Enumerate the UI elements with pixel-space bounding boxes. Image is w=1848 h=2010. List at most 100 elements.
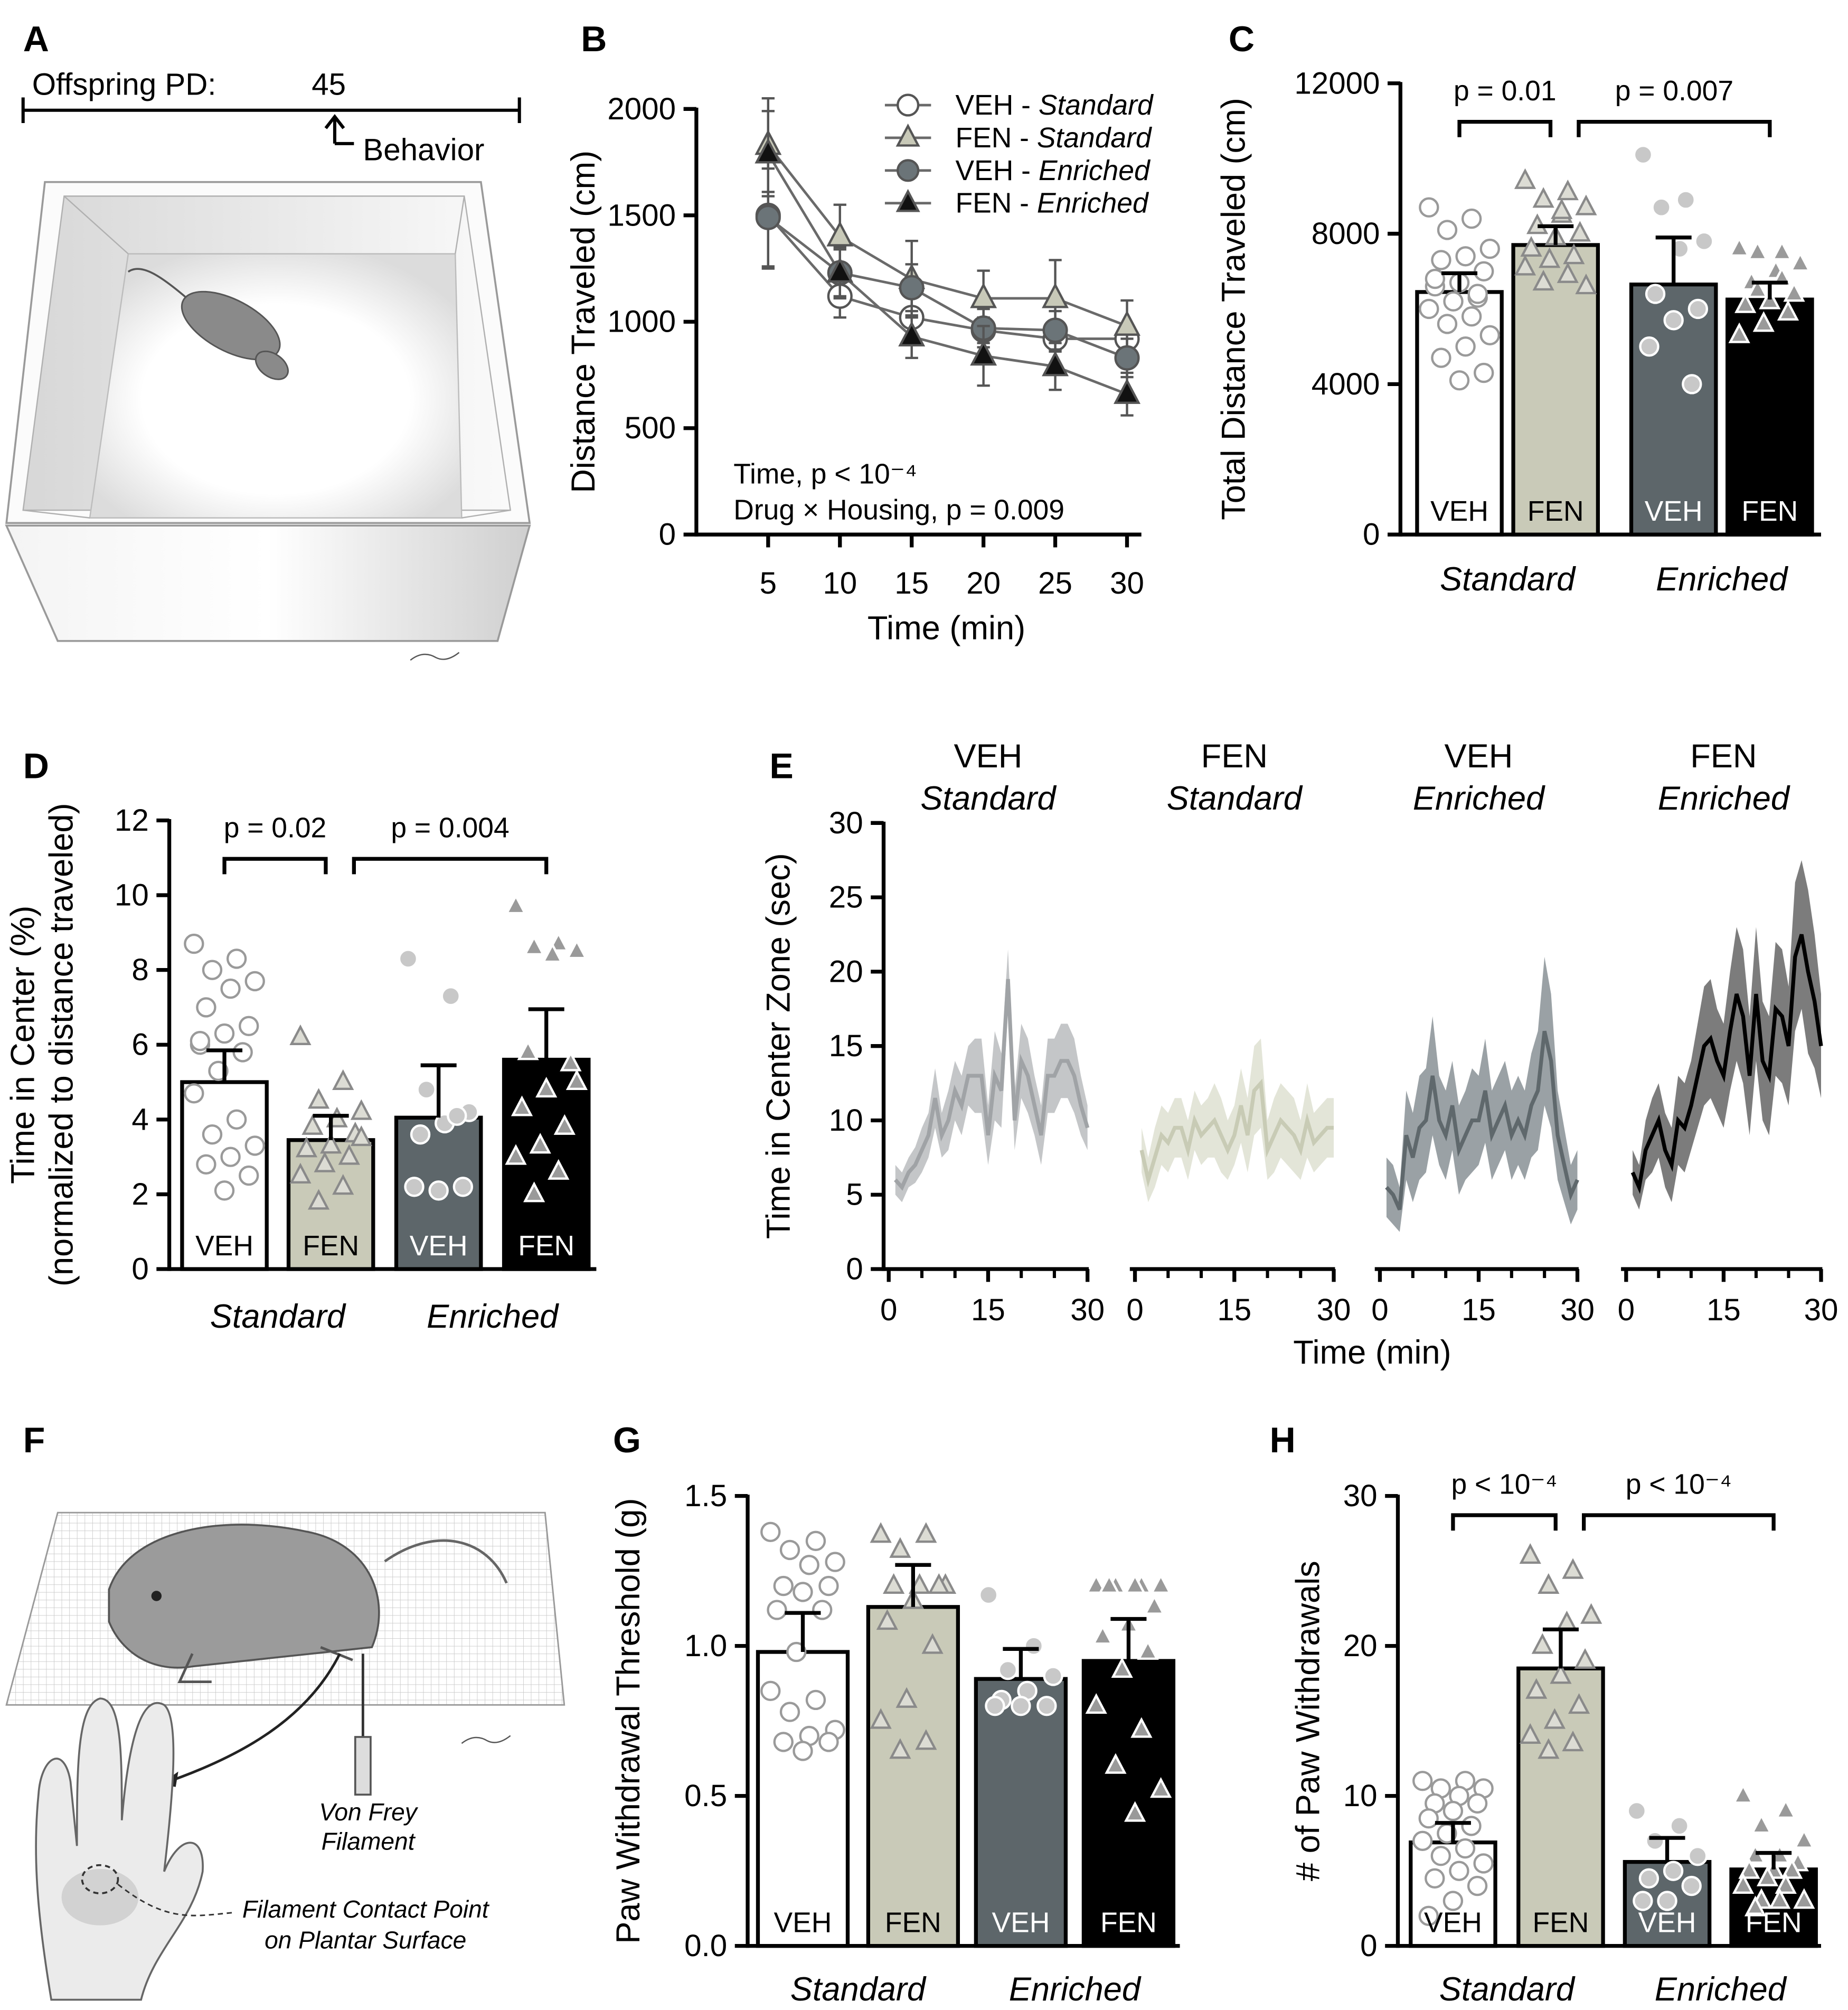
data-point — [876, 1609, 899, 1630]
data-point — [921, 1633, 944, 1654]
y-tick-label: 10 — [115, 878, 149, 913]
bar — [286, 1138, 375, 1271]
data-point — [1669, 1816, 1690, 1836]
bar-label: VEH — [410, 1231, 468, 1262]
panel-title: VEH — [1445, 738, 1513, 775]
x-tick-label: 15 — [1462, 1293, 1496, 1327]
data-point — [202, 960, 223, 980]
data-point — [899, 275, 925, 300]
data-point — [870, 1522, 892, 1543]
data-point — [523, 1181, 545, 1203]
panel-subtitle: Standard — [1167, 780, 1303, 817]
significance-bracket — [1582, 1513, 1776, 1531]
data-point — [760, 1521, 781, 1542]
y-tick-label: 2000 — [607, 92, 676, 126]
data-point — [1098, 1573, 1120, 1594]
error-bar — [785, 1611, 821, 1652]
bar-label: VEH — [992, 1907, 1050, 1938]
data-point — [985, 1696, 1005, 1716]
data-point — [1663, 1861, 1684, 1881]
data-point — [1747, 239, 1769, 261]
data-point — [220, 978, 241, 999]
data-point — [825, 1552, 845, 1572]
panel-letter: F — [23, 1420, 45, 1460]
data-point — [1461, 1816, 1482, 1836]
data-point — [1525, 1678, 1548, 1699]
data-point — [1771, 239, 1793, 261]
data-point — [511, 1095, 533, 1116]
data-point — [350, 1125, 372, 1147]
x-axis-label: Time (min) — [1293, 1334, 1451, 1371]
data-point — [1520, 236, 1542, 257]
data-point — [1728, 236, 1750, 257]
data-point — [1769, 1888, 1791, 1909]
significance-label: p = 0.02 — [224, 813, 327, 844]
data-point — [1149, 1777, 1172, 1798]
bar-label: VEH — [1424, 1907, 1482, 1938]
group-label: Enriched — [1655, 1971, 1787, 2008]
data-point — [826, 221, 854, 247]
data-point — [978, 1584, 999, 1605]
data-point — [1750, 1813, 1772, 1834]
data-point — [1479, 325, 1500, 345]
bar-label: VEH — [195, 1231, 253, 1262]
data-point — [1682, 374, 1702, 395]
error-band — [1386, 956, 1578, 1232]
data-point — [799, 1555, 819, 1575]
panel-title: VEH — [954, 738, 1023, 775]
data-point — [1042, 317, 1068, 343]
data-point — [1557, 180, 1579, 201]
data-point — [889, 1537, 911, 1558]
panel-subtitle: Standard — [920, 780, 1057, 817]
data-point — [239, 1165, 259, 1186]
x-tick-label: 30 — [1804, 1293, 1838, 1327]
y-tick-label: 0 — [846, 1252, 863, 1286]
data-point — [214, 1023, 235, 1044]
bar-label: VEH — [1638, 1907, 1696, 1938]
significance-bracket — [1457, 119, 1553, 137]
data-point — [1651, 197, 1672, 218]
data-point — [898, 321, 926, 347]
x-axis-label: Time (min) — [868, 609, 1025, 646]
panel-letter: E — [769, 746, 793, 786]
group-label: Enriched — [1656, 561, 1788, 598]
data-point — [793, 1582, 813, 1602]
error-bar — [1655, 236, 1692, 285]
data-point — [773, 1575, 794, 1596]
callout-arrow — [159, 1653, 341, 1786]
y-tick-label: 500 — [625, 411, 676, 445]
y-axis-label: Total Distance Traveled (cm) — [1215, 98, 1252, 520]
y-tick-label: 4 — [131, 1102, 148, 1137]
data-point — [1111, 1657, 1133, 1678]
data-point — [1645, 1830, 1665, 1852]
data-point — [447, 1105, 467, 1126]
error-bar — [528, 1007, 564, 1060]
paw — [35, 1697, 204, 2001]
data-point — [1437, 314, 1458, 334]
data-point — [184, 933, 204, 954]
data-point — [889, 1738, 911, 1759]
panel-title: FEN — [1690, 738, 1757, 775]
paw-pad — [61, 1868, 139, 1926]
data-point — [398, 948, 419, 969]
data-point — [1752, 311, 1775, 332]
data-point — [767, 1600, 787, 1620]
data-point — [289, 1024, 312, 1046]
data-point — [1455, 336, 1476, 357]
bar — [1516, 1666, 1605, 1948]
y-tick-label: 5 — [846, 1178, 863, 1212]
x-tick-label: 15 — [1217, 1293, 1251, 1327]
data-point — [307, 1189, 330, 1210]
bar-label: VEH — [1430, 496, 1488, 527]
data-point — [184, 1083, 204, 1104]
y-tick-label: 30 — [829, 806, 863, 840]
significance-bracket — [352, 857, 549, 875]
data-point — [1694, 231, 1714, 251]
data-point — [1473, 1853, 1494, 1874]
filament-handle — [354, 1736, 372, 1796]
data-point — [826, 257, 854, 283]
mouse-tail — [384, 1539, 508, 1584]
data-point — [505, 1144, 527, 1165]
data-point — [1455, 246, 1476, 267]
bar-label: FEN — [518, 1231, 574, 1262]
